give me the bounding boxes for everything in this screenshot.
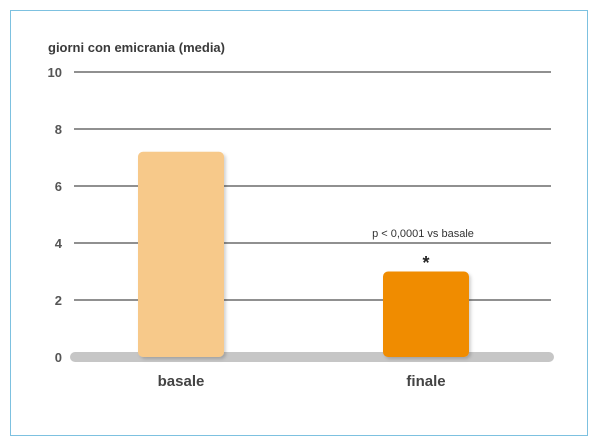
y-tick-label: 2 — [55, 293, 62, 308]
bars — [138, 151, 469, 357]
y-tick-label: 8 — [55, 122, 62, 137]
chart-frame — [10, 10, 588, 436]
y-axis-label: giorni con emicrania (media) — [48, 40, 225, 55]
y-tick-label: 4 — [55, 236, 63, 251]
category-labels: basale finale — [158, 373, 446, 390]
category-label-basale: basale — [158, 373, 205, 390]
y-tick-label: 6 — [55, 179, 62, 194]
significance-note: p < 0,0001 vs basale — [372, 228, 474, 240]
y-tick-label: 10 — [48, 65, 62, 80]
category-label-finale: finale — [406, 373, 445, 390]
bar-finale — [383, 271, 469, 357]
significance-marker: * — [422, 253, 429, 273]
bar-basale — [138, 151, 224, 357]
y-axis-ticks: 0 2 4 6 8 10 — [48, 65, 63, 365]
y-tick-label: 0 — [55, 350, 62, 365]
